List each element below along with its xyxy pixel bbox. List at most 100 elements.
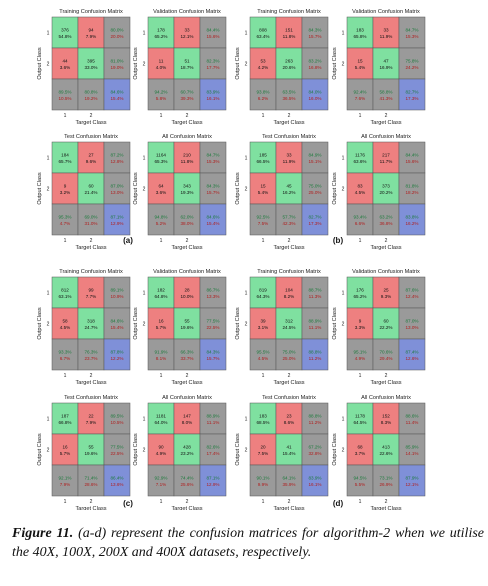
matrix-cell [103, 276, 131, 309]
matrix-cell [77, 464, 105, 497]
matrix-cell [301, 338, 329, 371]
matrix-cell [173, 172, 201, 205]
matrix-cell-value: 20.0% [110, 34, 123, 39]
panel-label: (a) [123, 236, 133, 245]
matrix-cell-value: 65.2% [154, 34, 167, 39]
matrix-cell-value: 92.9% [154, 476, 167, 481]
matrix-cell-value: 47 [383, 59, 389, 64]
matrix-cell-value: 14.1% [405, 451, 418, 456]
matrix-cell-value: 20.6% [282, 65, 295, 70]
x-tick-label: 1 [262, 499, 265, 505]
matrix-cell-value: 23.7% [84, 356, 97, 361]
matrix-cell [275, 47, 303, 80]
matrix-cell-value: 3.2% [60, 190, 70, 195]
y-tick-label: 2 [245, 187, 248, 193]
matrix-cell-value: 23 [286, 414, 292, 419]
matrix-cell [372, 433, 400, 466]
matrix-cell-value: 95.1% [353, 350, 366, 355]
matrix-cell [77, 16, 105, 49]
matrix-title: Test Confusion Matrix [64, 134, 118, 140]
matrix-cell [103, 172, 131, 205]
matrix-cell-value: 15.7% [206, 190, 219, 195]
matrix-cell-value: 81.8% [405, 184, 418, 189]
matrix-cell-value: 84.6% [110, 90, 123, 95]
matrix-cell-value: 63.5% [282, 90, 295, 95]
matrix-cell [275, 338, 303, 371]
matrix-cell-value: 12.6% [405, 356, 418, 361]
matrix-cell [249, 464, 277, 497]
matrix-cell [275, 141, 303, 174]
matrix-cell-value: 80.0% [110, 28, 123, 33]
y-tick-label: 1 [342, 291, 345, 297]
matrix-cell [275, 307, 303, 340]
matrix-cell-value: 27 [88, 153, 94, 158]
matrix-cell [398, 433, 426, 466]
matrix-cell-value: 17.7% [206, 65, 219, 70]
matrix-cell [199, 16, 227, 49]
matrix-cell-value: 19.0% [110, 65, 123, 70]
matrix-cell-value: 11.9% [283, 159, 296, 164]
matrix-cell-value: 26.9% [379, 482, 392, 487]
matrix-cell-value: 68 [357, 445, 363, 450]
matrix-cell-value: 4.9% [355, 356, 365, 361]
matrix-cell-value: 5.5% [355, 482, 365, 487]
matrix-cell-value: 4.0% [156, 65, 166, 70]
x-tick-label: 2 [385, 238, 388, 244]
matrix-cell [199, 402, 227, 435]
matrix-cell-value: 7.5% [258, 221, 268, 226]
matrix-cell [372, 78, 400, 111]
matrix-cell-value: 24.2% [405, 65, 418, 70]
matrix-cell-value: 15.4% [110, 325, 123, 330]
matrix-cell-value: 93.8% [256, 90, 269, 95]
matrix-cell-value: 84.9% [308, 153, 321, 158]
matrix-cell [147, 16, 175, 49]
matrix-cell-value: 83.8% [405, 215, 418, 220]
matrix-cell-value: 15.4% [282, 451, 295, 456]
matrix-cell-value: 92.1% [58, 476, 71, 481]
matrix-cell-value: 84.3% [206, 350, 219, 355]
matrix-cell-value: 85.9% [405, 445, 418, 450]
matrix-cell [301, 172, 329, 205]
matrix-cell [51, 464, 79, 497]
matrix-cell [147, 464, 175, 497]
matrix-cell-value: 4.2% [258, 65, 268, 70]
matrix-cell-value: 10.5% [58, 96, 71, 101]
matrix-cell-value: 36.5% [282, 96, 295, 101]
matrix-cell [103, 16, 131, 49]
matrix-cell [77, 402, 105, 435]
matrix-cell [147, 203, 175, 236]
matrix-cell [103, 464, 131, 497]
x-axis-label: Target Class [370, 506, 401, 510]
matrix-cell [173, 78, 201, 111]
matrix-cell-value: 184 [61, 153, 69, 158]
matrix-cell [77, 338, 105, 371]
matrix-cell [398, 47, 426, 80]
matrix-cell-value: 7.7% [86, 294, 96, 299]
matrix-cell-value: 4.9% [156, 451, 166, 456]
matrix-cell [173, 338, 201, 371]
matrix-cell-value: 1181 [156, 414, 166, 419]
matrix-cell-value: 19.2% [84, 96, 97, 101]
matrix-cell-value: 87.6% [405, 288, 418, 293]
matrix-cell-value: 64.5% [353, 420, 366, 425]
matrix-cell [275, 78, 303, 111]
matrix-cell-value: 15.7% [206, 356, 219, 361]
matrix-cell [372, 47, 400, 80]
matrix-cell-value: 66.8% [58, 420, 71, 425]
x-axis-label: Target Class [273, 120, 304, 126]
matrix-cell-value: 91.9% [154, 350, 167, 355]
matrix-cell-value: 64.8% [154, 294, 167, 299]
matrix-cell [199, 203, 227, 236]
matrix-cell [77, 47, 105, 80]
y-tick-label: 1 [47, 156, 50, 162]
matrix-cell-value: 104 [285, 288, 293, 293]
matrix-cell [301, 203, 329, 236]
matrix-cell-value: 11.3% [309, 294, 322, 299]
matrix-cell-value: 10.0% [180, 294, 193, 299]
matrix-title: Training Confusion Matrix [59, 9, 123, 15]
x-axis-label: Target Class [273, 380, 304, 386]
matrix-cell [147, 276, 175, 309]
matrix-cell-value: 19.6% [84, 451, 97, 456]
matrix-cell-value: 178 [157, 28, 165, 33]
matrix-cell-value: 6.2% [258, 96, 268, 101]
